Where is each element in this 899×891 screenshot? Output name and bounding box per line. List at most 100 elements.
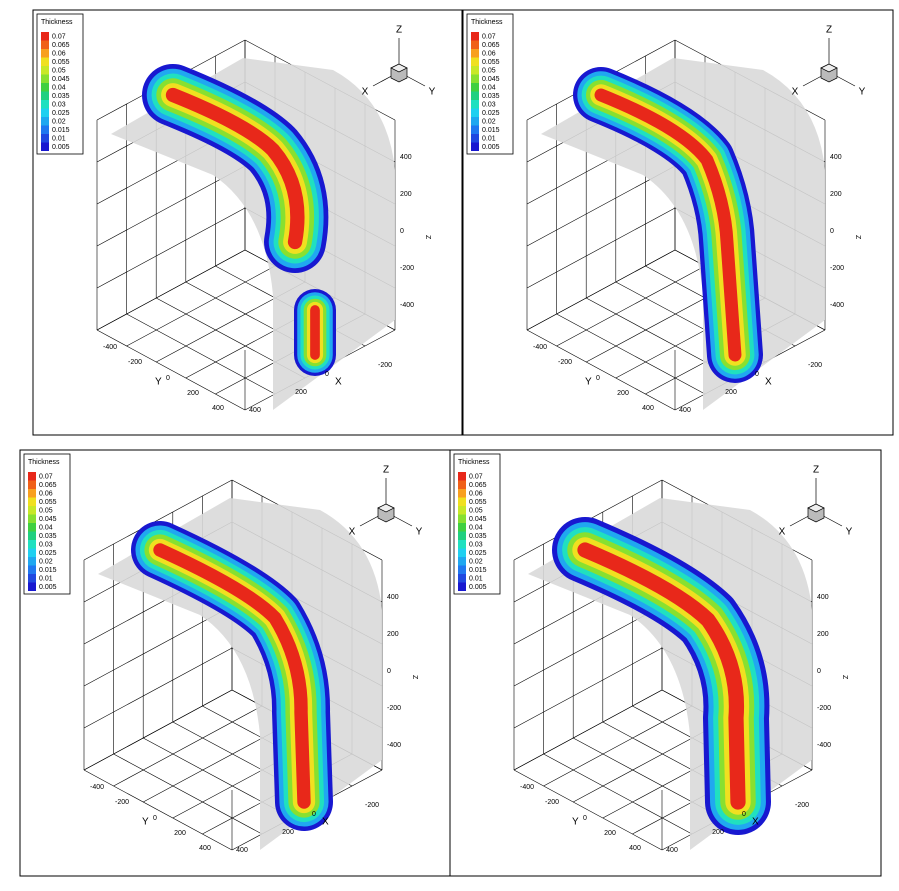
legend-swatch [28,531,36,540]
legend-level: 0.015 [52,127,70,134]
y-tick-label: 0 [153,815,157,822]
legend-title: Thickness [41,19,73,26]
x-tick-label: 0 [312,811,316,818]
legend-level: 0.035 [469,533,487,540]
floor-line [556,313,706,395]
legend-swatch [458,506,466,515]
legend-swatch [28,557,36,566]
triad [372,38,426,87]
legend-swatch [41,83,49,92]
legend-level: 0.045 [469,516,487,523]
triad-x: X [362,87,369,98]
legend-level: 0.005 [469,584,487,591]
floor-line [96,329,246,411]
triad [789,478,843,527]
x-tick-label: 400 [249,407,261,414]
legend-level: 0.015 [482,127,500,134]
floor-line [126,313,276,395]
legend-level: 0.045 [482,76,500,83]
wall-line [513,647,663,729]
wall-line [96,207,246,289]
legend-swatch [41,49,49,58]
legend-level: 0.07 [39,473,53,480]
y-tick-label: 200 [187,390,199,397]
legend-swatch [471,142,479,151]
y-tick-label: 400 [199,845,211,852]
legend-level: 0.025 [39,550,57,557]
wall-line [526,249,676,331]
z-tick-label: 0 [400,228,404,235]
legend-swatch [458,497,466,506]
y-tick-label: -200 [128,359,142,366]
z-axis-label: Z [411,675,418,680]
legend-swatch [28,480,36,489]
legend-swatch [471,40,479,49]
legend-swatch [28,523,36,532]
legend-level: 0.005 [39,584,57,591]
y-tick-label: -400 [533,344,547,351]
legend-swatch [41,40,49,49]
legend-swatch [28,489,36,498]
legend-swatch [471,32,479,41]
legend-level: 0.045 [52,76,70,83]
legend-level: 0.02 [52,118,66,125]
legend-swatch [458,472,466,481]
legend-level: 0.01 [52,135,66,142]
triad-cube-top [377,503,395,513]
legend-swatch [28,565,36,574]
legend-level: 0.05 [469,507,483,514]
y-tick-label: 400 [642,405,654,412]
y-tick-label: -200 [545,799,559,806]
x-axis-label: X [765,377,772,388]
legend-level: 0.01 [482,135,496,142]
legend-swatch [471,74,479,83]
z-tick-label: 0 [830,228,834,235]
legend-swatch [41,117,49,126]
triad [802,38,856,87]
legend-swatch [471,134,479,143]
legend-swatch [28,497,36,506]
legend-swatch [41,142,49,151]
legend-level: 0.005 [482,144,500,151]
y-axis-label: Y [585,377,592,388]
legend-level: 0.03 [469,541,483,548]
z-tick-label: 0 [817,668,821,675]
z-tick-label: -400 [817,742,831,749]
legend-level: 0.005 [52,144,70,151]
panel-frame [462,9,894,436]
panel-frame [449,449,882,877]
legend-swatch [458,565,466,574]
legend-swatch [471,125,479,134]
legend-swatch [458,480,466,489]
y-tick-label: 0 [583,815,587,822]
legend-swatch [458,514,466,523]
y-axis-label: Y [155,377,162,388]
x-tick-label: 200 [712,829,724,836]
legend-level: 0.055 [39,499,57,506]
legend-level: 0.055 [52,59,70,66]
contour-band [153,543,311,809]
legend-title: Thickness [458,459,490,466]
legend-level: 0.025 [469,550,487,557]
z-tick-label: 200 [817,631,829,638]
z-tick-label: -200 [387,705,401,712]
legend-level: 0.03 [52,101,66,108]
x-tick-label: 0 [742,811,746,818]
triad-cube-top [807,503,825,513]
triad-x: X [779,527,786,538]
triad-y: Y [429,87,436,98]
y-tick-label: 400 [212,405,224,412]
legend-level: 0.065 [482,42,500,49]
legend-level: 0.05 [39,507,53,514]
x-tick-label: 200 [295,389,307,396]
z-tick-label: 400 [830,154,842,161]
x-tick-label: 400 [679,407,691,414]
x-tick-label: 0 [325,371,329,378]
legend-level: 0.015 [39,567,57,574]
legend-swatch [458,523,466,532]
z-tick-label: -200 [400,265,414,272]
x-tick-label: 400 [666,847,678,854]
